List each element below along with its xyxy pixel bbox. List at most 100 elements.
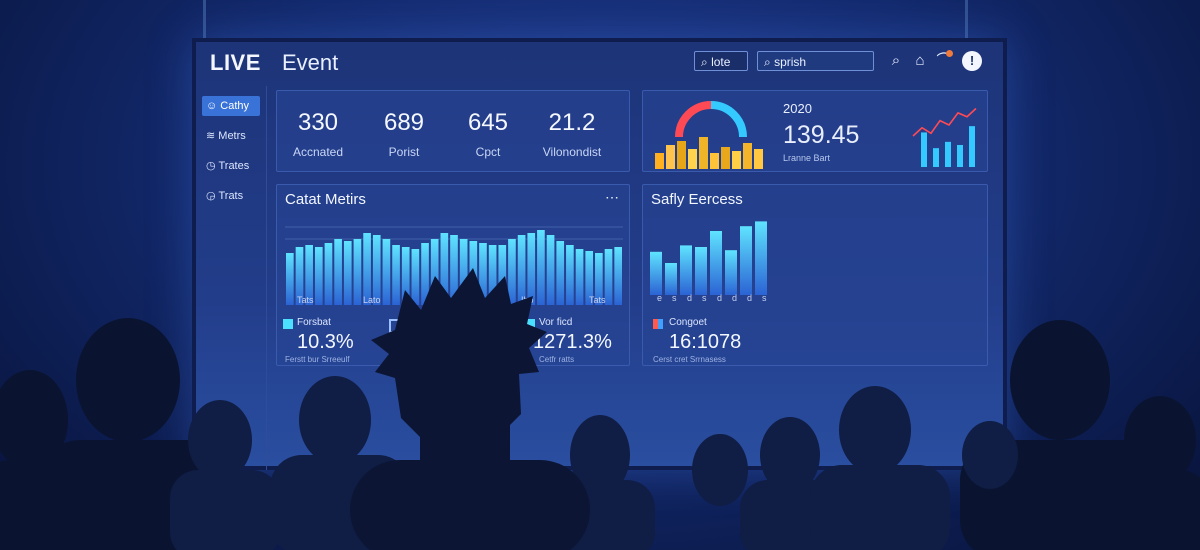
tick-label: d [732,293,738,303]
lote-button-label: lote [711,55,731,69]
sidebar-item-label: Trats [218,190,244,202]
gauge-arc-blue [710,101,747,138]
stat-vilonondist: 21.2 Vilonondist [529,109,615,159]
stat-value: 689 [383,109,425,136]
bar [411,249,420,305]
tick-label: s [762,293,767,303]
sidebar-item-cathy[interactable]: ☺ Cathy [202,96,260,116]
trend-line [912,107,977,137]
bar [721,147,730,169]
notification-dot [946,50,953,57]
sparkline-chart [912,107,977,167]
bar [343,241,352,305]
bar [430,239,439,305]
sidebar-item-trats[interactable]: ◶ Trats [202,186,260,206]
tick-label: d [717,293,723,303]
bar [699,137,708,169]
bar [585,251,594,305]
bar [508,239,516,305]
mini-sub: Cerst cret Srrnasess [653,355,726,364]
bar [305,245,313,305]
bar [421,243,429,305]
kpi-value: 139.45 [783,121,860,149]
search-input[interactable]: ⌕ sprish [757,51,874,71]
bar [575,249,584,305]
mini-sub: Cetfr ratts [539,355,575,364]
tick-label: Tats [589,295,606,305]
chart-title: Safly Eercess [651,191,743,208]
tick-label: s [702,293,707,303]
alert-icon[interactable]: ! [962,51,982,71]
bar [655,153,664,169]
bar [372,235,381,305]
mini-value: 16:1078 [669,331,742,353]
kpi-year: 2020 [783,101,812,116]
right-bar-chart [650,221,767,295]
legend-swatch [283,319,293,329]
bar [666,145,675,169]
sidebar-item-metrs[interactable]: ≋ Metrs [202,126,260,146]
bar [459,239,468,305]
bar [743,143,752,169]
sidebar: ☺ Cathy ≋ Metrs ◷ Trates ◶ Trats [196,86,267,470]
stat-accnated: 330 Accnated [275,109,361,159]
bar [677,141,686,169]
mini-label: Vor ficd [539,317,573,328]
bar [595,253,603,305]
bar [546,235,555,305]
bar [969,126,975,167]
sidebar-item-trates[interactable]: ◷ Trates [202,156,260,176]
bar [688,149,697,169]
stat-label: Vilonondist [542,145,602,159]
legend-swatch [525,319,535,329]
stat-label: Accnated [292,145,344,159]
bag-icon[interactable]: ⌂ [915,52,925,69]
bar [295,247,304,305]
bar [650,251,662,295]
bar [680,245,692,295]
stat-value: 21.2 [548,109,596,136]
mini-label: Forsbat [297,317,331,328]
stat-value: 645 [467,109,509,136]
bar [537,230,545,305]
mini-label: Congoet [669,317,707,328]
stat-cpct: 645 Cpct [445,109,531,159]
sidebar-item-label: Trates [218,160,250,172]
timer-icon: ◶ [206,190,216,202]
bar [614,247,622,305]
bar [921,132,927,167]
bar [363,233,371,305]
bar [933,148,939,167]
tick-label: e [657,293,663,303]
bar [710,153,719,169]
bar [314,247,323,305]
bar [517,235,526,305]
kpi-sub: Lranne Bart [783,153,831,163]
tick-label: d [687,293,693,303]
search-icon[interactable]: ⌕ [891,52,901,69]
bar [286,253,294,305]
event-dashboard-screen: LIVE Event ⌕ lote ⌕ sprish ⌕ ⌂ ⌒ ! ☺ Cat… [192,38,1007,470]
mini-value: 10.3% [297,331,354,353]
metrics-icon: ≋ [206,130,216,142]
bar [665,263,677,295]
tick-label: Lato [363,295,381,305]
bar [725,250,737,295]
bar [324,243,333,305]
ceiling-cable [203,0,206,38]
stats-panel: 330 Accnated 689 Porist 645 Cpct 21.2 Vilono… [276,90,630,172]
ceiling-cable [965,0,968,38]
menu-icon[interactable]: ⋯ [605,189,619,205]
bar [732,151,741,169]
sidebar-item-label: Metrs [218,130,246,142]
chart-title: Catat Metirs [285,191,366,208]
lote-button[interactable]: ⌕ lote [694,51,748,71]
bar [440,233,449,305]
bar [392,245,400,305]
stat-label: Porist [388,145,420,159]
bar [353,239,362,305]
sidebar-item-label: Cathy [220,100,250,112]
